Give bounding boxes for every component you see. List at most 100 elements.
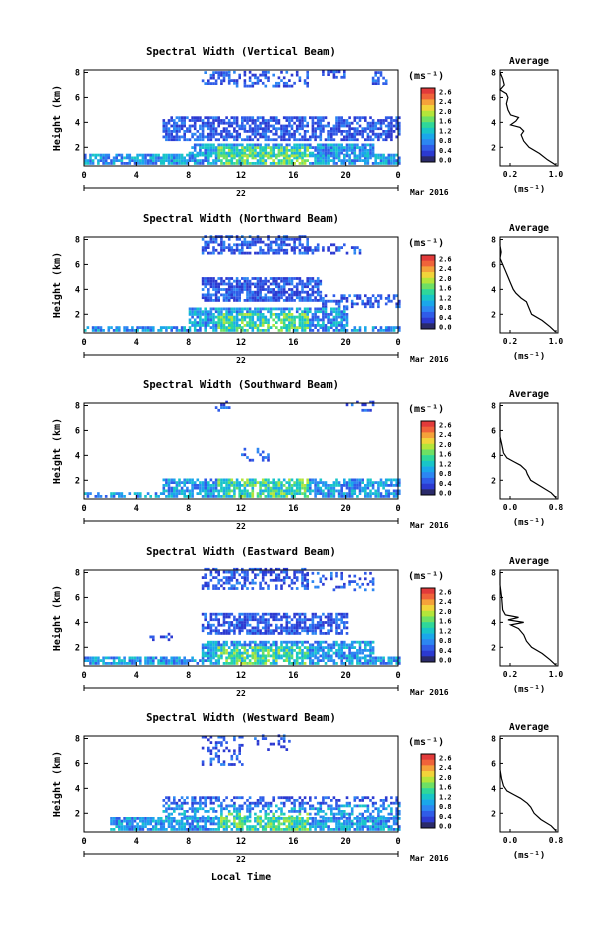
heatmap-cell — [199, 159, 202, 162]
heatmap-cell — [272, 154, 275, 158]
heatmap-cell — [196, 159, 200, 162]
heatmap-cell — [167, 153, 171, 157]
day-label: 22 — [236, 356, 246, 365]
heatmap-cell — [330, 149, 333, 152]
heatmap-cell — [173, 807, 176, 811]
heatmap-cell — [243, 279, 247, 283]
heatmap-cell — [293, 248, 296, 252]
heatmap-cell — [86, 159, 90, 162]
heatmap-cell — [123, 817, 126, 820]
heatmap-cell — [222, 293, 226, 297]
heatmap-cell — [222, 489, 226, 493]
heatmap-cell — [335, 149, 338, 152]
heatmap-cell — [254, 659, 257, 662]
heatmap-cell — [298, 76, 302, 80]
heatmap-cell — [350, 651, 354, 655]
heatmap-cell — [337, 623, 341, 627]
heatmap-cell — [123, 659, 126, 662]
heatmap-cell — [259, 146, 262, 149]
heatmap-cell — [225, 127, 228, 131]
heatmap-cell — [259, 285, 262, 289]
heatmap-cell — [259, 640, 262, 644]
heatmap-cell — [220, 248, 223, 252]
heatmap-cell — [377, 135, 380, 139]
heatmap-cell — [366, 640, 370, 644]
heatmap-cell — [220, 318, 223, 322]
heatmap-cell — [175, 153, 179, 157]
heatmap-cell — [275, 321, 278, 324]
heatmap-cell — [217, 138, 220, 142]
heatmap-cell — [398, 656, 401, 660]
heatmap-cell — [340, 324, 343, 327]
heatmap-cell — [251, 484, 255, 487]
heatmap-cell — [387, 478, 391, 482]
heatmap-cell — [280, 807, 283, 811]
avg-frame — [499, 402, 559, 500]
heatmap-cell — [277, 277, 281, 280]
heatmap-cell — [293, 130, 296, 133]
heatmap-cell — [314, 651, 317, 655]
heatmap-cell — [350, 812, 354, 816]
y-tick-label: 2 — [75, 310, 80, 320]
heatmap-cell — [209, 757, 213, 761]
heatmap-cell — [369, 659, 372, 662]
heatmap-cell — [348, 481, 351, 484]
heatmap-cell — [217, 315, 220, 319]
heatmap-cell — [303, 307, 307, 311]
heatmap-cell — [269, 156, 273, 160]
heatmap-cell — [298, 318, 302, 322]
heatmap-cell — [335, 156, 338, 160]
heatmap-cell — [261, 643, 265, 647]
heatmap-cell — [207, 656, 210, 660]
heatmap-cell — [358, 643, 362, 647]
heatmap-cell — [306, 143, 309, 147]
heatmap-cell — [269, 492, 273, 495]
heatmap-cell — [275, 623, 278, 627]
colorbar-unit: (ms⁻¹) — [408, 71, 444, 82]
heatmap-cell — [316, 143, 320, 147]
heatmap-cell — [366, 132, 370, 136]
heatmap-cell — [99, 495, 103, 498]
heatmap-cell — [316, 127, 320, 131]
heatmap-cell — [295, 612, 299, 616]
heatmap-cell — [191, 484, 194, 487]
heatmap-cell — [146, 329, 150, 332]
heatmap-cell — [364, 588, 367, 592]
heatmap-cell — [340, 651, 343, 655]
heatmap-cell — [350, 810, 354, 813]
heatmap-cell — [353, 143, 357, 147]
heatmap-cell — [193, 810, 197, 813]
heatmap-cell — [398, 326, 401, 329]
heatmap-cell — [311, 329, 315, 332]
heatmap-cell — [235, 578, 239, 582]
heatmap-cell — [275, 313, 278, 316]
heatmap-cell — [267, 612, 270, 616]
heatmap-cell — [272, 279, 275, 283]
heatmap-cell — [306, 76, 309, 80]
heatmap-cell — [272, 240, 275, 244]
heatmap-cell — [348, 159, 351, 162]
heatmap-cell — [303, 116, 307, 120]
heatmap-cell — [337, 492, 341, 495]
heatmap-cell — [311, 132, 315, 136]
heatmap-cell — [288, 651, 291, 655]
heatmap-cell — [209, 282, 213, 286]
heatmap-cell — [217, 285, 220, 289]
heatmap-cell — [209, 76, 213, 80]
heatmap-cell — [183, 135, 186, 139]
heatmap-cell — [398, 484, 401, 487]
heatmap-cell — [256, 481, 260, 484]
heatmap-cell — [238, 243, 241, 247]
heatmap-cell — [241, 162, 244, 165]
heatmap-cell — [214, 116, 218, 120]
heatmap-cell — [275, 282, 278, 286]
heatmap-cell — [395, 162, 398, 165]
heatmap-cell — [395, 294, 398, 298]
heatmap-cell — [288, 315, 291, 319]
heatmap-cell — [251, 127, 255, 131]
heatmap-cell — [214, 321, 218, 324]
avg-title: Average — [509, 556, 549, 567]
heatmap-cell — [227, 81, 231, 85]
heatmap-cell — [225, 741, 228, 744]
heatmap-cell — [293, 801, 296, 805]
